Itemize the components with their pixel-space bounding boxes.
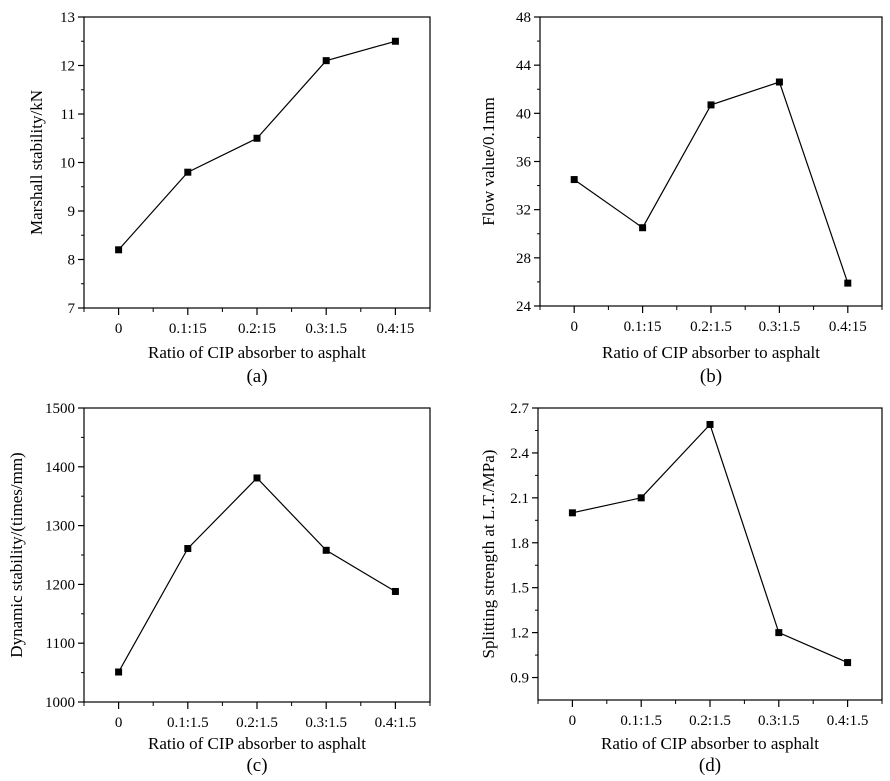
x-tick-label: 0.2:1.5 — [689, 713, 731, 729]
data-point — [184, 168, 192, 176]
panel-label: (a) — [246, 366, 267, 387]
x-tick-label: 0 — [115, 321, 123, 337]
x-tick-label: 0.4:1.5 — [375, 715, 417, 731]
y-axis-label: Dynamic stability/(times/mm) — [7, 452, 26, 657]
data-point — [184, 545, 192, 553]
y-tick-label: 1300 — [45, 519, 75, 535]
x-tick-label: 0.2:1.5 — [690, 319, 732, 335]
y-tick-label: 12 — [60, 59, 75, 75]
y-tick-label: 7 — [68, 301, 76, 317]
x-tick-label: 0.4:15 — [829, 319, 867, 335]
panel-label: (d) — [699, 755, 721, 776]
series-line — [118, 40, 396, 251]
x-tick-label: 0.1:15 — [624, 319, 662, 335]
y-tick-label: 1400 — [45, 460, 75, 476]
x-tick-label: 0.4:1.5 — [827, 713, 869, 729]
y-tick-label: 8 — [68, 253, 76, 269]
chart-panel-1: 7 8 9 10 11 12 13 0 0.1:15 0.2:15 0.3:1.5 0.4:15 Rat… — [27, 10, 431, 387]
y-tick-label: 11 — [61, 107, 75, 123]
x-axis-label: Ratio of CIP absorber to asphalt — [601, 734, 819, 753]
data-point — [639, 224, 647, 232]
x-axis-label: Ratio of CIP absorber to asphalt — [602, 343, 820, 362]
data-point — [253, 474, 261, 482]
x-tick-label: 0.3:1.5 — [305, 321, 347, 337]
panel-label: (c) — [246, 755, 267, 776]
y-tick-label: 2.1 — [510, 491, 529, 507]
x-tick-label: 0 — [115, 715, 123, 731]
chart-panel-3: 1000 1100 1200 1300 1400 1500 0 0.1:1.5 0.2:1.5 0… — [7, 401, 431, 776]
y-tick-label: 1100 — [46, 636, 75, 652]
y-tick-label: 28 — [516, 251, 531, 267]
data-point — [775, 629, 783, 637]
data-point — [706, 420, 714, 428]
data-point — [322, 546, 330, 554]
plot-frame — [537, 407, 883, 701]
y-tick-label: 1.8 — [510, 536, 529, 552]
series-line — [118, 477, 396, 673]
data-point — [637, 494, 645, 502]
panel-label: (b) — [700, 366, 722, 387]
data-point — [391, 37, 399, 45]
y-tick-label: 32 — [516, 203, 531, 219]
x-tick-label: 0.1:15 — [169, 321, 207, 337]
data-point — [391, 587, 399, 595]
x-tick-label: 0.3:1.5 — [759, 319, 801, 335]
x-tick-label: 0.3:1.5 — [758, 713, 800, 729]
x-tick-label: 0.4:15 — [376, 321, 414, 337]
x-tick-label: 0.2:1.5 — [236, 715, 278, 731]
data-point — [844, 279, 852, 287]
chart-panel-4: 0.9 1.2 1.5 1.8 2.1 2.4 2.7 0 0.1:1.5 0.2:1.5 0.3:… — [479, 401, 883, 776]
y-axis-label: Marshall stability/kN — [27, 90, 46, 235]
data-point — [568, 509, 576, 517]
y-axis-label: Flow value/0.1mm — [479, 97, 498, 225]
x-tick-label: 0 — [570, 319, 578, 335]
x-tick-label: 0.2:15 — [238, 321, 276, 337]
y-tick-label: 1200 — [45, 577, 75, 593]
y-tick-label: 48 — [516, 10, 531, 26]
y-tick-label: 40 — [516, 106, 531, 122]
y-tick-label: 36 — [516, 155, 532, 171]
data-point — [775, 78, 783, 86]
data-point — [115, 668, 123, 676]
y-tick-label: 2.4 — [510, 446, 529, 462]
x-tick-label: 0 — [569, 713, 577, 729]
y-tick-label: 24 — [516, 299, 532, 315]
chart-panel-2: 24 28 32 36 40 44 48 0 0.1:15 0.2:1.5 0.3:1.5 0.4:1… — [479, 10, 883, 387]
plot-frame — [83, 16, 431, 309]
y-tick-label: 10 — [60, 156, 75, 172]
y-tick-label: 1.2 — [510, 626, 529, 642]
data-point — [844, 659, 852, 667]
x-tick-label: 0.1:1.5 — [167, 715, 209, 731]
data-point — [570, 176, 578, 184]
y-tick-label: 2.7 — [510, 401, 529, 417]
data-point — [707, 101, 715, 109]
y-tick-label: 0.9 — [510, 671, 529, 687]
y-tick-label: 13 — [60, 10, 75, 26]
series-line — [572, 423, 848, 664]
y-tick-label: 1.5 — [510, 581, 529, 597]
y-tick-label: 44 — [516, 58, 532, 74]
data-point — [253, 134, 261, 142]
x-tick-label: 0.3:1.5 — [305, 715, 347, 731]
y-tick-label: 9 — [68, 204, 76, 220]
x-axis-label: Ratio of CIP absorber to asphalt — [148, 343, 366, 362]
y-tick-label: 1500 — [45, 401, 75, 417]
data-point — [115, 246, 123, 254]
y-axis-label: Splitting strength at L.T./MPa) — [479, 450, 498, 659]
y-tick-label: 1000 — [45, 695, 75, 711]
series-line — [573, 81, 849, 284]
data-point — [322, 57, 330, 65]
plot-frame — [83, 407, 431, 703]
plot-frame — [539, 16, 883, 307]
x-axis-label: Ratio of CIP absorber to asphalt — [148, 734, 366, 753]
x-tick-label: 0.1:1.5 — [620, 713, 662, 729]
